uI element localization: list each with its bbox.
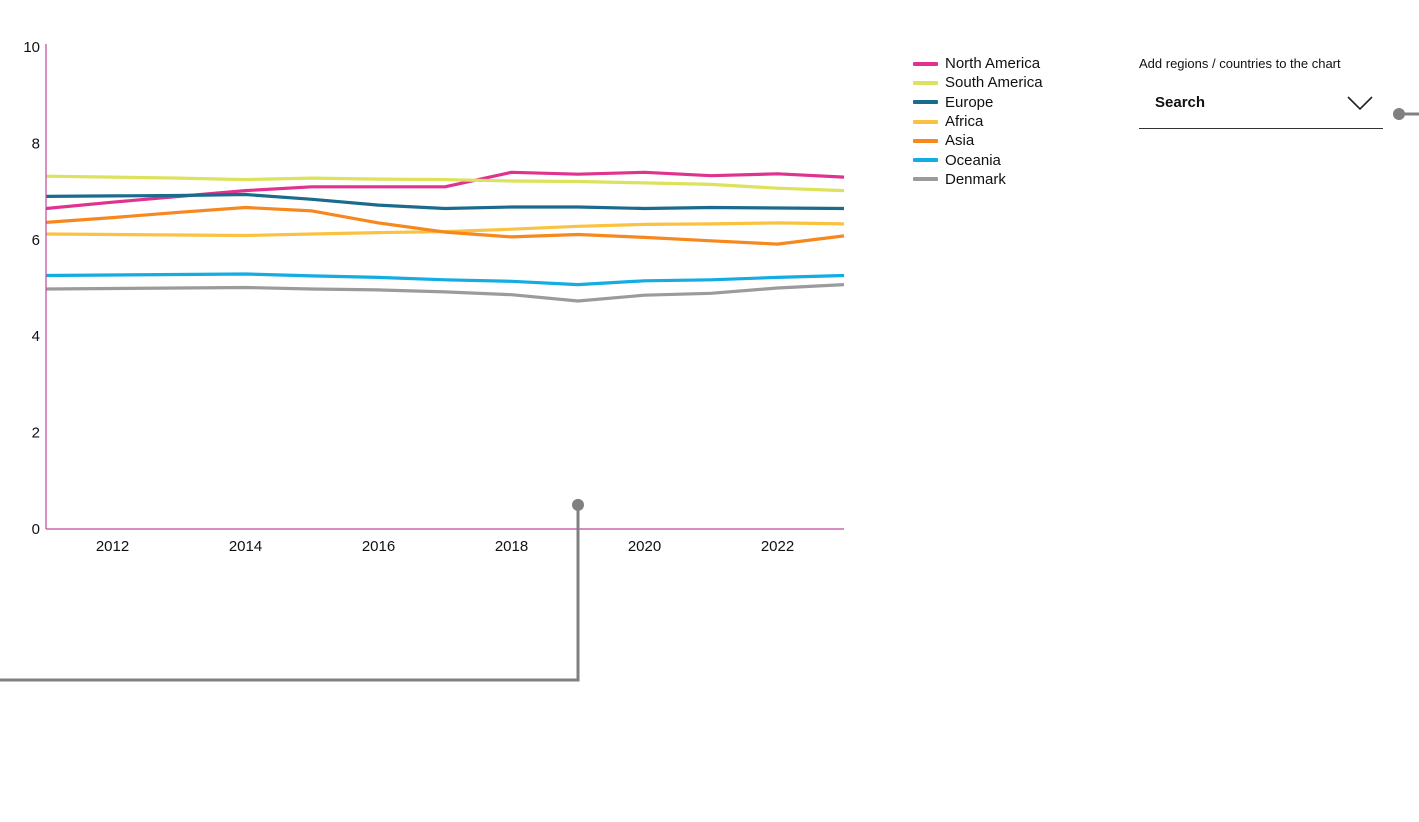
legend-item-europe[interactable]: Europe bbox=[913, 93, 1043, 112]
y-tick-label: 2 bbox=[32, 425, 40, 442]
series-line-europe bbox=[45, 192, 845, 211]
x-axis-ticks: 2012 2014 2016 2018 2020 2022 bbox=[96, 538, 794, 555]
legend-label: Oceania bbox=[945, 151, 1001, 169]
connector-dot bbox=[1393, 108, 1405, 120]
legend-label: Africa bbox=[945, 113, 984, 131]
series-line-oceania bbox=[45, 272, 845, 287]
legend-item-north-america[interactable]: North America bbox=[913, 54, 1043, 73]
y-tick-label: 0 bbox=[32, 521, 40, 538]
axes bbox=[45, 44, 844, 530]
legend-item-south-america[interactable]: South America bbox=[913, 73, 1043, 92]
annotation-connector[interactable] bbox=[0, 498, 584, 682]
legend-swatch bbox=[913, 61, 938, 66]
y-tick-label: 4 bbox=[32, 328, 40, 345]
annotation-dot[interactable] bbox=[572, 498, 584, 511]
search-dropdown[interactable] bbox=[1139, 87, 1383, 129]
legend-swatch bbox=[913, 138, 938, 143]
legend-item-oceania[interactable]: Oceania bbox=[913, 150, 1043, 169]
legend-swatch bbox=[913, 100, 938, 105]
series-lines bbox=[45, 170, 845, 303]
y-tick-label: 8 bbox=[32, 135, 40, 152]
x-tick-label: 2018 bbox=[495, 538, 528, 555]
y-axis-ticks: 0 2 4 6 8 10 bbox=[23, 39, 40, 538]
legend-label: Asia bbox=[945, 132, 975, 150]
series-line-south-america bbox=[45, 174, 845, 193]
x-tick-label: 2022 bbox=[761, 538, 794, 555]
add-regions-label: Add regions / countries to the chart bbox=[1139, 56, 1341, 71]
x-tick-label: 2014 bbox=[229, 538, 262, 555]
legend-swatch bbox=[913, 80, 938, 85]
search-input[interactable] bbox=[1155, 87, 1325, 117]
legend-label: Denmark bbox=[945, 170, 1006, 188]
y-tick-label: 10 bbox=[23, 39, 40, 56]
legend-label: South America bbox=[945, 74, 1043, 92]
legend-label: Europe bbox=[945, 93, 994, 111]
legend-item-denmark[interactable]: Denmark bbox=[913, 170, 1043, 189]
x-tick-label: 2012 bbox=[96, 538, 129, 555]
legend-label: North America bbox=[945, 55, 1041, 73]
search-connector bbox=[1393, 108, 1419, 120]
legend-swatch bbox=[913, 177, 938, 182]
chart-legend: North America South America Europe Africa As… bbox=[913, 54, 1043, 189]
legend-item-asia[interactable]: Asia bbox=[913, 131, 1043, 150]
x-tick-label: 2016 bbox=[362, 538, 395, 555]
chevron-down-icon[interactable] bbox=[1347, 95, 1373, 111]
x-tick-label: 2020 bbox=[628, 538, 661, 555]
legend-swatch bbox=[913, 158, 938, 163]
add-regions-panel: Add regions / countries to the chart bbox=[1139, 56, 1383, 129]
annotation-line bbox=[0, 504, 580, 682]
legend-swatch bbox=[913, 119, 938, 124]
series-line-asia bbox=[45, 205, 845, 246]
y-tick-label: 6 bbox=[32, 232, 40, 249]
legend-item-africa[interactable]: Africa bbox=[913, 112, 1043, 131]
series-line-denmark bbox=[45, 283, 845, 303]
